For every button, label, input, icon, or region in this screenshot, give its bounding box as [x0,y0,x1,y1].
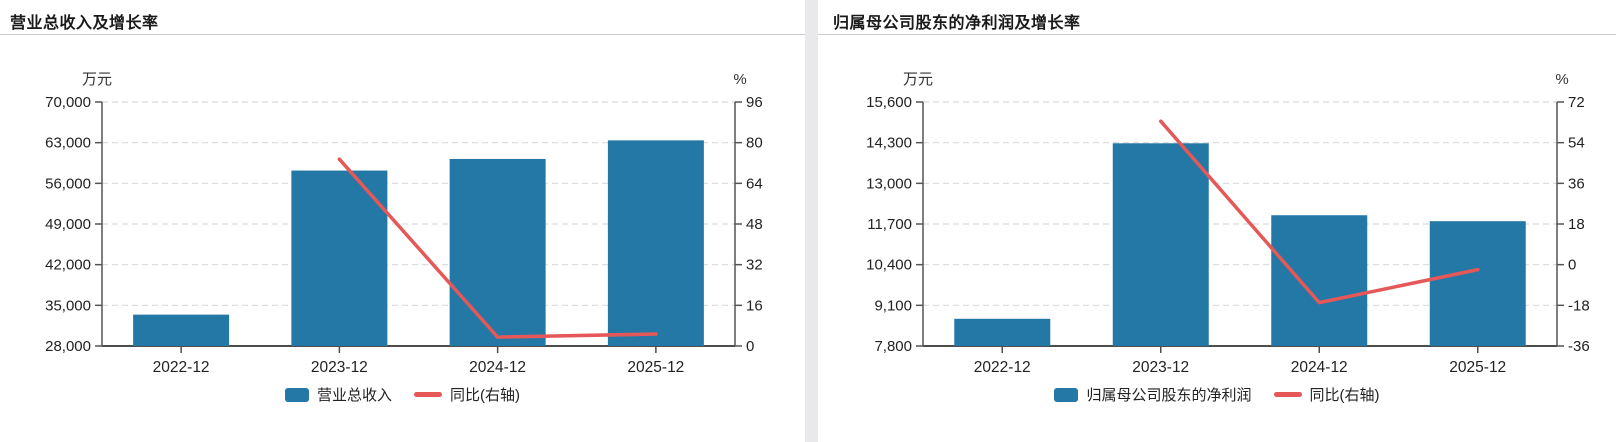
svg-text:14,300: 14,300 [866,135,912,152]
legend-item-net-profit[interactable]: 归属母公司股东的净利润 [1054,384,1252,405]
svg-text:2024-12: 2024-12 [1291,359,1348,376]
bar-series-swatch [284,387,309,402]
svg-text:63,000: 63,000 [45,135,91,152]
svg-text:0: 0 [746,338,754,355]
panel-divider [805,0,818,442]
svg-text:28,000: 28,000 [45,338,91,355]
svg-text:35,000: 35,000 [45,297,91,314]
svg-text:-18: -18 [1568,297,1590,314]
svg-text:56,000: 56,000 [45,175,91,192]
svg-text:42,000: 42,000 [45,257,91,274]
legend-item-revenue[interactable]: 营业总收入 [284,384,392,405]
net-profit-chart-legend: 归属母公司股东的净利润 同比(右轴) [818,384,1616,405]
legend-label-net-profit: 归属母公司股东的净利润 [1086,387,1252,404]
svg-text:万元: 万元 [903,71,933,88]
svg-text:18: 18 [1568,216,1585,233]
legend-label-yoy: 同比(右轴) [1309,387,1380,404]
legend-item-yoy[interactable]: 同比(右轴) [1273,384,1380,405]
svg-text:2022-12: 2022-12 [153,359,210,376]
svg-text:2022-12: 2022-12 [974,359,1031,376]
net-profit-chart-panel: 归属母公司股东的净利润及增长率 15,600 72 14,300 54 13,000 36… [818,0,1616,442]
svg-text:96: 96 [746,94,763,111]
svg-text:15,600: 15,600 [866,94,912,111]
svg-text:54: 54 [1568,135,1585,152]
legend-label-revenue: 营业总收入 [316,387,392,404]
svg-text:64: 64 [746,175,763,192]
svg-text:-36: -36 [1568,338,1590,355]
svg-text:13,000: 13,000 [866,175,912,192]
svg-text:32: 32 [746,257,763,274]
svg-text:%: % [733,71,746,88]
svg-text:2025-12: 2025-12 [627,359,684,376]
svg-text:7,800: 7,800 [874,338,912,355]
svg-text:2025-12: 2025-12 [1449,359,1506,376]
svg-text:万元: 万元 [82,71,112,88]
legend-label-yoy: 同比(右轴) [450,387,520,404]
svg-text:2024-12: 2024-12 [469,359,526,376]
svg-text:72: 72 [1568,94,1585,111]
svg-text:49,000: 49,000 [45,216,91,233]
revenue-chart-legend: 营业总收入 同比(右轴) [0,384,805,405]
svg-text:0: 0 [1568,257,1576,274]
revenue-chart-area: 70,000 96 63,000 80 56,000 64 49,000 48 42,000 32… [0,35,805,441]
svg-text:10,400: 10,400 [866,257,912,274]
net-profit-chart-area: 15,600 72 14,300 54 13,000 36 11,700 18 10,400 0 9… [818,35,1616,441]
svg-text:9,100: 9,100 [874,297,912,314]
svg-text:48: 48 [746,216,763,233]
svg-text:80: 80 [746,135,763,152]
svg-text:2023-12: 2023-12 [1132,359,1189,376]
net-profit-growth-chart: 15,600 72 14,300 54 13,000 36 11,700 18 10,400 0 9… [866,71,1590,376]
net-profit-chart-title: 归属母公司股东的净利润及增长率 [818,0,1616,35]
revenue-chart-title: 营业总收入及增长率 [0,0,805,35]
legend-item-yoy[interactable]: 同比(右轴) [414,384,520,405]
svg-text:%: % [1555,71,1568,88]
revenue-growth-chart: 70,000 96 63,000 80 56,000 64 49,000 48 42,000 32… [45,71,763,376]
revenue-chart-panel: 营业总收入及增长率 70,000 96 63,000 80 56,000 64 49,000… [0,0,805,442]
svg-text:36: 36 [1568,175,1585,192]
bar-series-swatch [1054,387,1079,402]
svg-text:16: 16 [746,297,763,314]
svg-text:2023-12: 2023-12 [311,359,368,376]
line-series-swatch [414,392,442,397]
line-series-swatch [1273,392,1302,397]
svg-text:11,700: 11,700 [867,216,912,233]
svg-text:70,000: 70,000 [45,94,91,111]
